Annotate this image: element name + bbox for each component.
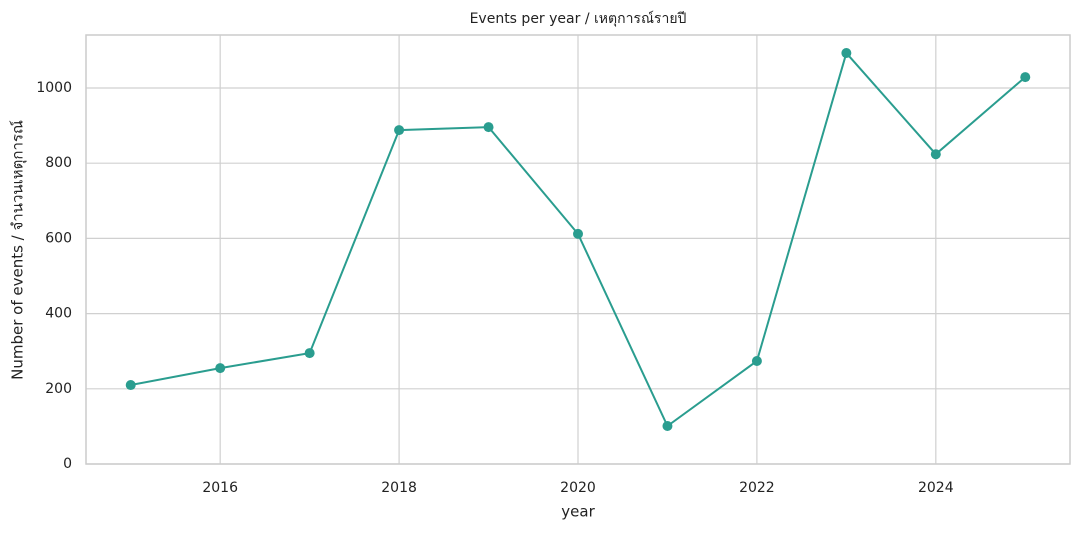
point [841, 48, 852, 59]
point [662, 421, 673, 432]
y-tick-label: 800 [45, 155, 72, 171]
point [304, 348, 315, 359]
y-tick-label: 400 [45, 306, 72, 322]
x-tick-label: 2018 [381, 480, 417, 496]
point [930, 149, 941, 160]
x-tick-label: 2016 [202, 480, 238, 496]
point [483, 122, 494, 133]
y-axis-label: Number of events / จำนวนเหตุการณ์ [9, 120, 28, 380]
chart-title: Events per year / เหตุการณ์รายปี [470, 10, 687, 27]
y-tick-label: 200 [45, 381, 72, 397]
point [394, 125, 405, 136]
plot-frame [85, 34, 1071, 465]
y-tick-label: 600 [45, 230, 72, 246]
point [125, 380, 136, 391]
x-tick-label: 2024 [918, 480, 954, 496]
x-tick-label: 2022 [739, 480, 775, 496]
point [1020, 72, 1031, 83]
x-axis-label: year [561, 503, 595, 521]
point [573, 228, 583, 239]
point [751, 355, 762, 366]
x-tick-label: 2020 [560, 480, 596, 496]
y-tick-label: 1000 [36, 80, 72, 96]
y-tick-label: 0 [63, 456, 72, 472]
point [215, 363, 226, 374]
